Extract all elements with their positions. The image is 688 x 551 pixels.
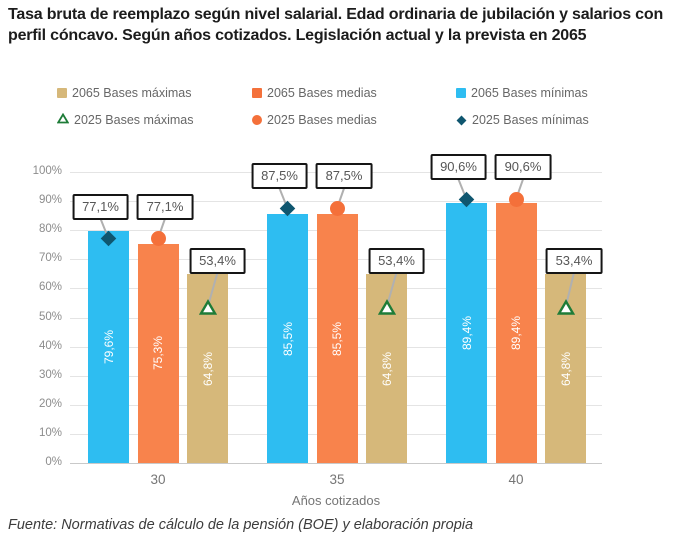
bar-value-label: 85,5%: [280, 321, 295, 356]
bar-value-label: 64,8%: [558, 351, 573, 386]
bar-value-label: 89,4%: [459, 315, 474, 350]
y-axis-tick-label: 30%: [38, 368, 62, 381]
bar-value-label: 64,8%: [379, 351, 394, 386]
callout-2025-bases-maximas-40: 53,4%: [545, 247, 603, 274]
callout-2025-bases-minimas-40: 90,6%: [430, 154, 487, 181]
legend-label: 2025 Bases máximas: [74, 113, 194, 127]
blue-square-icon: [456, 88, 466, 98]
legend-item-2065-bases-medias: 2065 Bases medias: [252, 86, 456, 100]
callout-2025-bases-medias-40: 90,6%: [494, 154, 552, 181]
x-axis-tick-label: 30: [150, 472, 166, 487]
y-axis-tick-label: 10%: [38, 426, 62, 439]
legend-label: 2025 Bases medias: [267, 113, 377, 127]
bar-value-label: 89,4%: [509, 315, 523, 350]
open-triangle-marker-40: [556, 298, 575, 316]
bar-value-label: 75,3%: [151, 336, 165, 371]
bar-value-label: 79,6%: [101, 330, 116, 365]
chart-title: Tasa bruta de reemplazo según nivel sala…: [8, 6, 664, 44]
y-axis-tick-label: 70%: [38, 252, 62, 265]
source-footer: Fuente: Normativas de cálculo de la pens…: [8, 517, 474, 533]
orange-square-icon: [252, 88, 262, 98]
open-triangle-icon: [56, 112, 70, 127]
bar-2065-bases-medias-40: [495, 202, 537, 463]
y-axis-tick-label: 0%: [45, 456, 62, 468]
legend-item-2065-bases-maximas: 2065 Bases máximas: [57, 86, 252, 100]
y-axis-tick-label: 100%: [32, 165, 62, 177]
x-axis-tick-label: 35: [329, 472, 345, 487]
gridline: [70, 463, 602, 464]
tan-square-icon: [57, 88, 67, 98]
legend-label: 2065 Bases mínimas: [471, 86, 588, 100]
legend-item-2065-bases-minimas: 2065 Bases mínimas: [456, 86, 589, 100]
callout-2025-bases-maximas-35: 53,4%: [368, 247, 425, 274]
x-axis-title: Años cotizados: [291, 493, 381, 508]
y-axis-tick-label: 40%: [38, 339, 62, 352]
legend-item-2025-bases-medias: 2025 Bases medias: [252, 113, 456, 127]
circle-marker-35: [329, 200, 345, 216]
callout-2025-bases-minimas-30: 77,1%: [72, 193, 129, 220]
legend-label: 2065 Bases medias: [267, 86, 377, 100]
legend-item-2025-bases-maximas: 2025 Bases máximas: [56, 112, 252, 127]
bar-2065-bases-minimas-40: [446, 202, 487, 463]
callout-2025-bases-medias-30: 77,1%: [136, 193, 194, 220]
y-axis-tick-label: 80%: [38, 223, 62, 236]
bar-2065-bases-minimas-30: [88, 231, 129, 463]
x-axis-tick-label: 40: [508, 472, 524, 487]
legend: 2065 Bases máximas 2065 Bases medias 206…: [56, 86, 589, 127]
bar-2065-bases-medias-30: [137, 243, 179, 463]
open-triangle-marker-30: [198, 298, 217, 316]
legend-item-2025-bases-minimas: 2025 Bases mínimas: [456, 113, 589, 127]
open-triangle-marker-35: [377, 298, 396, 316]
y-axis-tick-label: 90%: [38, 194, 62, 207]
legend-label: 2025 Bases mínimas: [472, 113, 589, 127]
y-axis-tick-label: 20%: [38, 397, 62, 410]
circle-marker-30: [150, 231, 166, 247]
callout-2025-bases-medias-35: 87,5%: [315, 163, 373, 190]
y-axis-tick-label: 50%: [38, 310, 62, 323]
bar-2065-bases-minimas-35: [267, 214, 308, 463]
circle-marker-40: [508, 191, 524, 207]
legend-label: 2065 Bases máximas: [72, 86, 192, 100]
callout-2025-bases-minimas-35: 87,5%: [251, 163, 308, 190]
callout-2025-bases-maximas-30: 53,4%: [189, 247, 246, 274]
y-axis-tick-label: 60%: [38, 281, 62, 294]
orange-circle-icon: [252, 115, 262, 125]
bar-value-label: 64,8%: [200, 351, 215, 386]
bar-value-label: 85,5%: [330, 321, 344, 356]
bar-2065-bases-medias-35: [316, 214, 358, 463]
